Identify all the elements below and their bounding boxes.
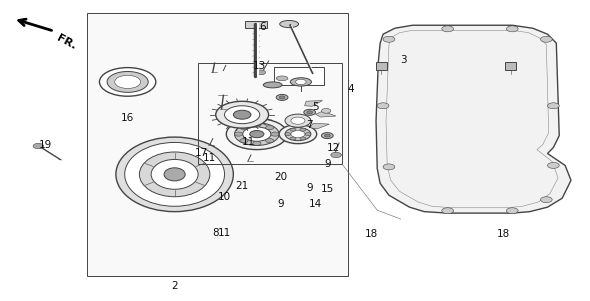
Text: 2: 2 xyxy=(171,281,178,291)
Ellipse shape xyxy=(151,160,198,189)
Text: 16: 16 xyxy=(121,113,135,123)
Text: 13: 13 xyxy=(253,61,267,70)
Polygon shape xyxy=(113,121,233,228)
Text: 5: 5 xyxy=(312,102,319,112)
Ellipse shape xyxy=(250,131,264,138)
Ellipse shape xyxy=(124,142,225,206)
Ellipse shape xyxy=(164,168,185,181)
Ellipse shape xyxy=(107,71,148,92)
Text: 20: 20 xyxy=(274,172,287,182)
Ellipse shape xyxy=(216,101,268,128)
Bar xyxy=(245,21,267,28)
Ellipse shape xyxy=(227,119,287,150)
Text: 9: 9 xyxy=(324,159,330,169)
Bar xyxy=(274,67,325,85)
Ellipse shape xyxy=(240,126,248,130)
Ellipse shape xyxy=(506,26,518,32)
Bar xyxy=(87,13,348,276)
Ellipse shape xyxy=(296,79,306,85)
Ellipse shape xyxy=(322,133,333,138)
Polygon shape xyxy=(316,111,336,117)
Ellipse shape xyxy=(266,126,274,130)
Ellipse shape xyxy=(285,128,311,141)
Ellipse shape xyxy=(114,75,140,88)
Ellipse shape xyxy=(285,114,311,127)
Ellipse shape xyxy=(291,117,305,124)
Text: 21: 21 xyxy=(235,181,249,191)
Ellipse shape xyxy=(285,133,291,135)
Ellipse shape xyxy=(276,76,288,81)
Text: 15: 15 xyxy=(321,184,334,194)
Ellipse shape xyxy=(548,103,559,109)
Ellipse shape xyxy=(139,152,210,197)
Text: 6: 6 xyxy=(260,22,266,32)
Ellipse shape xyxy=(305,133,311,135)
Ellipse shape xyxy=(240,138,248,143)
Ellipse shape xyxy=(383,164,395,170)
Text: 19: 19 xyxy=(39,140,52,150)
Text: 11: 11 xyxy=(241,137,255,147)
Ellipse shape xyxy=(540,36,552,42)
Text: 4: 4 xyxy=(348,84,354,95)
Ellipse shape xyxy=(300,128,306,131)
Text: 18: 18 xyxy=(365,229,378,239)
Ellipse shape xyxy=(279,96,285,99)
Ellipse shape xyxy=(442,208,454,214)
Ellipse shape xyxy=(300,137,306,140)
Polygon shape xyxy=(376,25,571,213)
Ellipse shape xyxy=(383,36,395,42)
Ellipse shape xyxy=(234,123,279,145)
Polygon shape xyxy=(99,34,286,264)
Ellipse shape xyxy=(290,137,296,140)
Polygon shape xyxy=(310,123,329,129)
Polygon shape xyxy=(304,101,322,106)
Text: 3: 3 xyxy=(401,54,407,64)
Ellipse shape xyxy=(276,95,288,101)
Ellipse shape xyxy=(266,138,274,143)
Ellipse shape xyxy=(331,152,342,158)
Ellipse shape xyxy=(256,70,266,75)
Ellipse shape xyxy=(540,197,552,203)
Text: 17: 17 xyxy=(195,148,208,159)
Ellipse shape xyxy=(253,141,261,145)
Text: 18: 18 xyxy=(497,229,510,239)
Ellipse shape xyxy=(548,163,559,168)
Ellipse shape xyxy=(280,20,299,28)
Text: 9: 9 xyxy=(306,183,313,193)
Ellipse shape xyxy=(234,132,242,136)
Ellipse shape xyxy=(33,143,44,149)
Text: 7: 7 xyxy=(306,120,313,130)
Text: 12: 12 xyxy=(326,142,340,153)
Ellipse shape xyxy=(233,110,251,119)
Text: 9: 9 xyxy=(277,199,284,209)
Ellipse shape xyxy=(377,103,389,109)
Ellipse shape xyxy=(116,137,233,212)
Text: FR.: FR. xyxy=(55,33,78,52)
Ellipse shape xyxy=(442,26,454,32)
Ellipse shape xyxy=(290,128,296,131)
Polygon shape xyxy=(104,115,242,237)
Ellipse shape xyxy=(290,78,312,86)
Ellipse shape xyxy=(324,134,330,137)
Text: 8: 8 xyxy=(212,228,219,237)
Bar xyxy=(198,63,342,164)
Ellipse shape xyxy=(225,106,260,124)
Ellipse shape xyxy=(271,132,279,136)
Ellipse shape xyxy=(253,123,261,127)
Text: 11: 11 xyxy=(203,153,217,163)
Bar xyxy=(376,62,386,70)
Ellipse shape xyxy=(322,108,331,113)
Ellipse shape xyxy=(506,208,518,214)
Ellipse shape xyxy=(100,68,156,96)
Ellipse shape xyxy=(291,131,305,138)
Text: 10: 10 xyxy=(218,192,231,202)
Text: 14: 14 xyxy=(309,199,322,209)
Ellipse shape xyxy=(307,111,313,114)
Bar xyxy=(505,62,516,70)
Ellipse shape xyxy=(242,127,271,141)
Ellipse shape xyxy=(263,82,282,88)
Text: 11: 11 xyxy=(218,228,231,237)
Ellipse shape xyxy=(304,109,316,115)
Ellipse shape xyxy=(279,125,317,144)
